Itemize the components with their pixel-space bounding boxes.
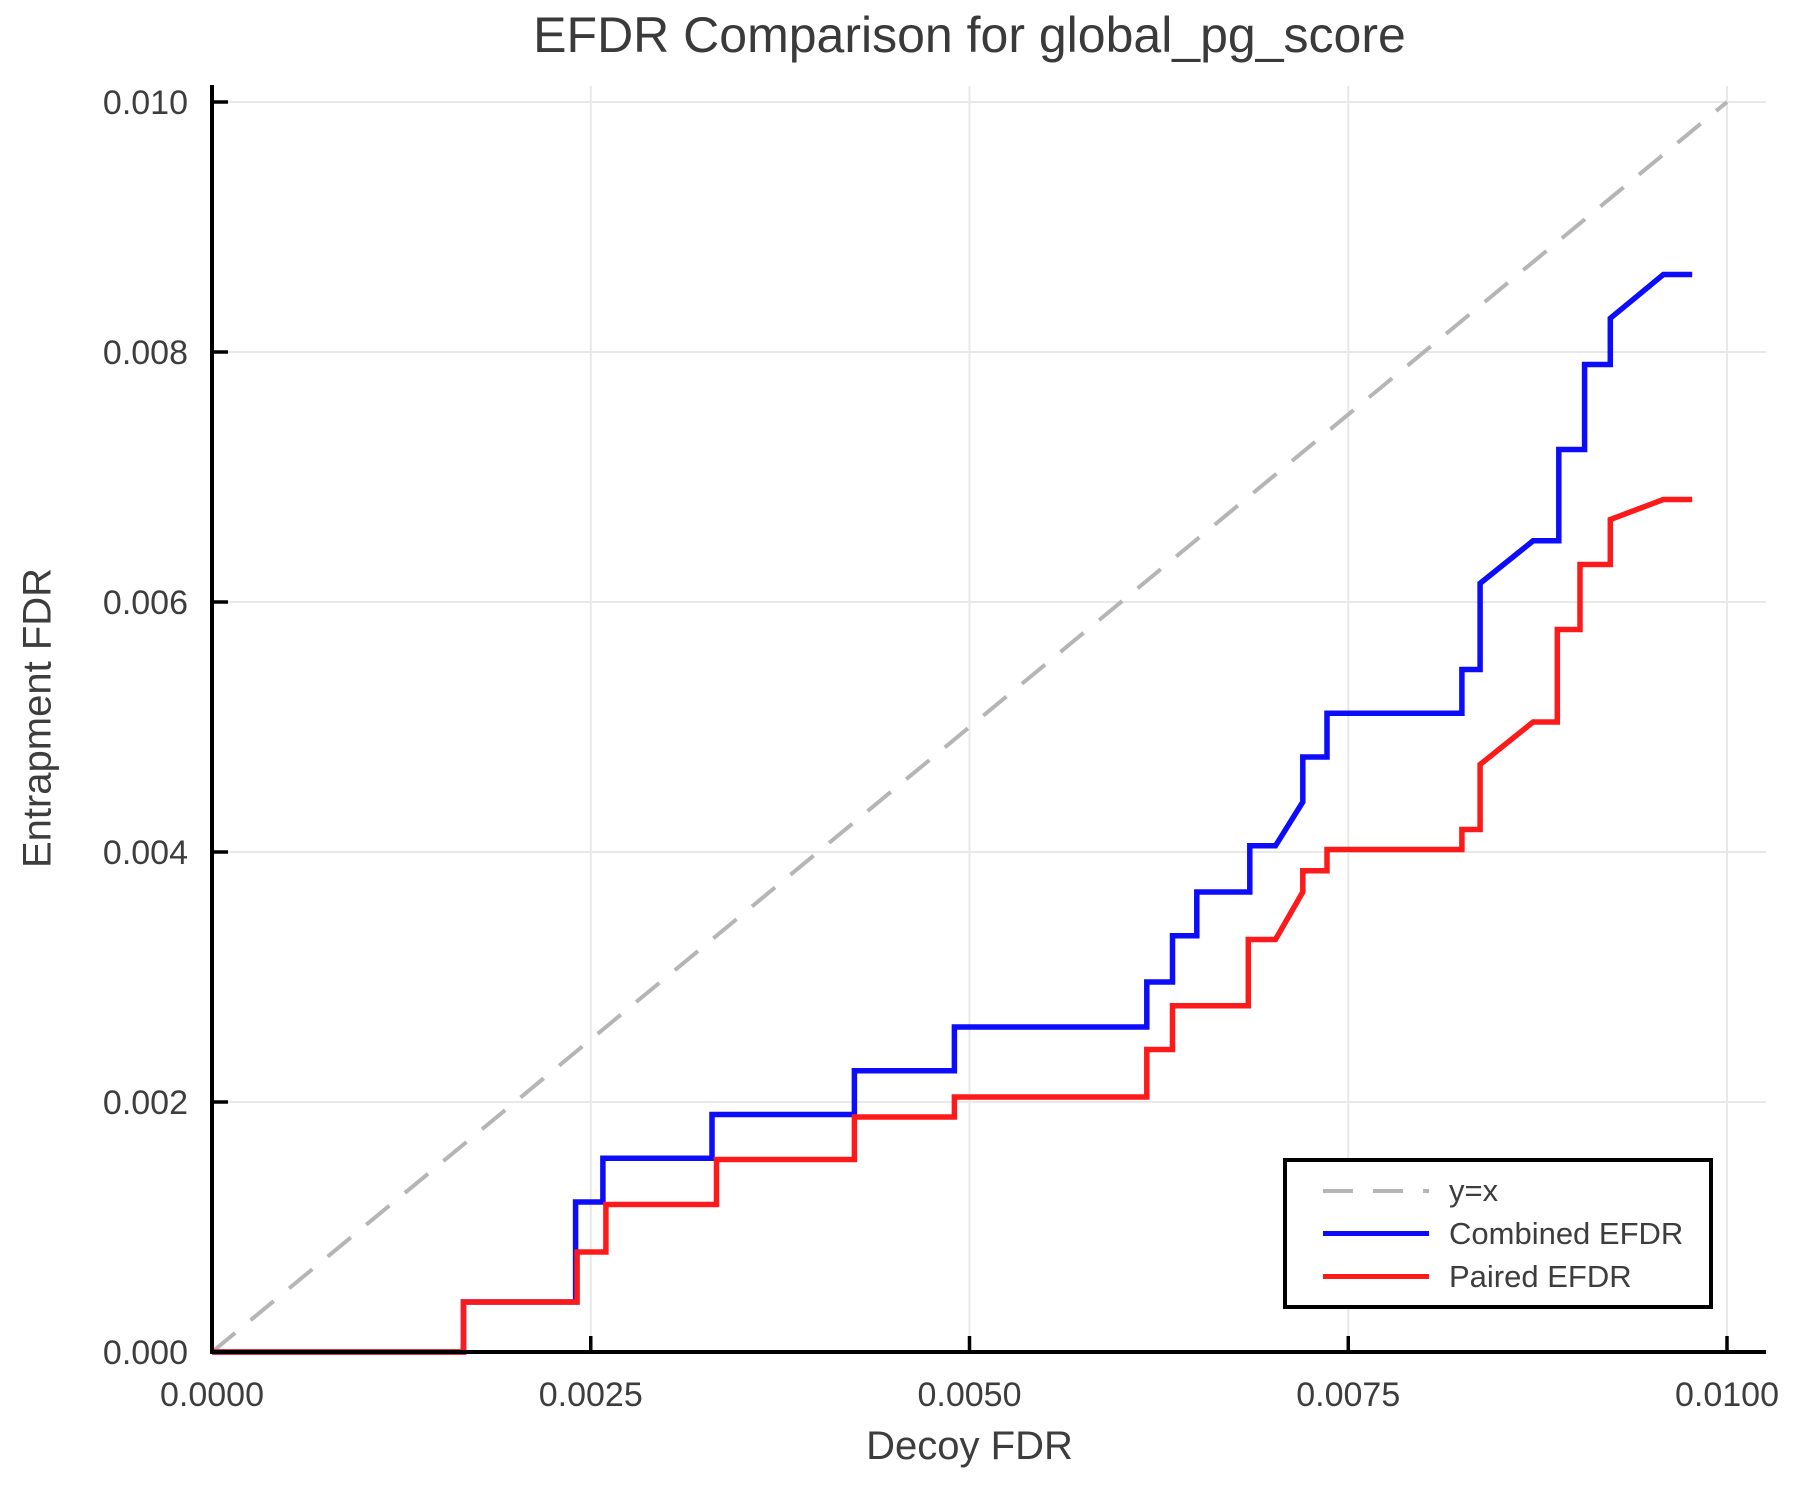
x-tick-label: 0.0000 — [160, 1376, 264, 1414]
legend-label: Combined EFDR — [1449, 1216, 1684, 1251]
tick-marks — [210, 100, 1729, 1354]
tick-labels: 0.0000 0.0025 0.0050 0.0075 0.0100 0.000 0.002… — [103, 84, 1779, 1414]
axis-spines — [210, 85, 1766, 1354]
legend-entry-paired-efdr: Paired EFDR — [1323, 1259, 1709, 1295]
y-tick-label: 0.002 — [103, 1084, 188, 1122]
y-tick-label: 0.006 — [103, 584, 188, 622]
dashed-line-swatch — [1323, 1188, 1429, 1193]
series-paired-efdr — [212, 496, 1693, 1355]
x-axis-title: Decoy FDR — [866, 1424, 1073, 1468]
y-tick-label: 0.004 — [103, 834, 188, 872]
legend-entry-combined-efdr: Combined EFDR — [1323, 1216, 1709, 1252]
y-tick-label: 0.000 — [103, 1334, 188, 1372]
legend-label: Paired EFDR — [1449, 1259, 1632, 1294]
legend-entry-yx: y=x — [1323, 1173, 1709, 1209]
y-tick-label: 0.010 — [103, 84, 188, 122]
legend: y=x Combined EFDR Paired EFDR — [1283, 1158, 1713, 1309]
reference-line-y-equals-x — [210, 100, 1729, 1354]
chart-title: EFDR Comparison for global_pg_score — [533, 7, 1406, 63]
x-tick-label: 0.0075 — [1296, 1376, 1400, 1414]
legend-label: y=x — [1449, 1173, 1499, 1208]
x-tick-label: 0.0025 — [539, 1376, 643, 1414]
gridlines — [212, 86, 1766, 1352]
series-combined-efdr — [212, 271, 1693, 1355]
x-tick-label: 0.0050 — [918, 1376, 1022, 1414]
blue-line-swatch — [1323, 1231, 1429, 1236]
y-tick-label: 0.008 — [103, 334, 188, 372]
x-tick-label: 0.0100 — [1675, 1376, 1779, 1414]
red-line-swatch — [1323, 1274, 1429, 1279]
